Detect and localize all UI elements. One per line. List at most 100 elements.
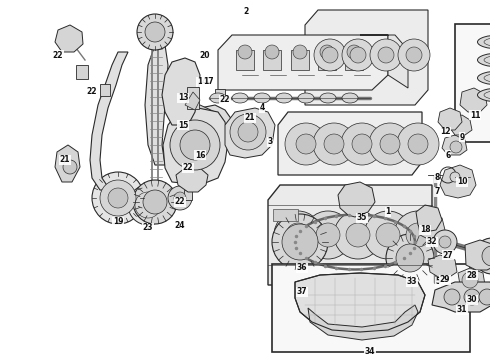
Text: 30: 30 <box>467 296 477 305</box>
Text: 13: 13 <box>178 94 188 103</box>
Circle shape <box>347 45 361 59</box>
Ellipse shape <box>298 93 314 103</box>
Circle shape <box>282 224 318 260</box>
Polygon shape <box>162 58 200 125</box>
Circle shape <box>464 289 480 305</box>
Polygon shape <box>416 205 442 232</box>
Bar <box>455 24 490 142</box>
Circle shape <box>128 185 168 225</box>
Text: 37: 37 <box>296 288 307 297</box>
Polygon shape <box>185 105 215 130</box>
Circle shape <box>322 47 338 63</box>
Polygon shape <box>185 105 232 162</box>
Circle shape <box>444 289 460 305</box>
Polygon shape <box>176 168 208 192</box>
Ellipse shape <box>477 53 490 67</box>
Circle shape <box>230 114 266 150</box>
Ellipse shape <box>276 93 292 103</box>
Bar <box>100 84 110 96</box>
Circle shape <box>274 211 322 259</box>
Bar <box>187 155 197 165</box>
Circle shape <box>100 180 136 216</box>
Bar <box>318 50 336 70</box>
Circle shape <box>406 223 430 247</box>
Polygon shape <box>440 165 476 198</box>
Circle shape <box>341 123 383 165</box>
Polygon shape <box>163 108 228 185</box>
Ellipse shape <box>232 93 248 103</box>
Ellipse shape <box>477 35 490 49</box>
Circle shape <box>439 236 451 248</box>
Circle shape <box>479 289 490 305</box>
Polygon shape <box>55 145 80 182</box>
Circle shape <box>170 120 220 170</box>
Circle shape <box>396 244 424 272</box>
Circle shape <box>352 134 372 154</box>
Circle shape <box>293 45 307 59</box>
Polygon shape <box>90 52 128 190</box>
Bar <box>76 65 88 79</box>
Circle shape <box>350 47 366 63</box>
Bar <box>272 209 297 221</box>
Text: 1: 1 <box>385 207 391 216</box>
Text: 32: 32 <box>427 238 437 247</box>
Circle shape <box>378 47 394 63</box>
Polygon shape <box>145 45 168 165</box>
Bar <box>187 87 199 109</box>
Text: 36: 36 <box>297 264 307 273</box>
Ellipse shape <box>210 93 226 103</box>
Text: 5: 5 <box>436 278 441 287</box>
Polygon shape <box>185 92 200 110</box>
Polygon shape <box>295 273 425 332</box>
Text: 7: 7 <box>434 188 440 197</box>
Text: 10: 10 <box>457 177 467 186</box>
Ellipse shape <box>342 93 358 103</box>
Circle shape <box>286 223 310 247</box>
Circle shape <box>450 141 462 153</box>
Polygon shape <box>458 268 485 292</box>
Circle shape <box>474 238 490 274</box>
Text: 19: 19 <box>113 217 123 226</box>
Polygon shape <box>465 240 490 270</box>
Circle shape <box>143 190 167 214</box>
Text: 22: 22 <box>53 50 63 59</box>
Bar <box>263 50 281 70</box>
Circle shape <box>386 234 434 282</box>
Circle shape <box>133 180 177 224</box>
Circle shape <box>398 39 430 71</box>
Text: 29: 29 <box>440 275 450 284</box>
Text: 21: 21 <box>60 156 70 165</box>
Text: 24: 24 <box>175 220 185 230</box>
Circle shape <box>92 172 144 224</box>
Circle shape <box>180 130 210 160</box>
Polygon shape <box>55 25 83 52</box>
Circle shape <box>304 211 352 259</box>
Circle shape <box>433 230 457 254</box>
Polygon shape <box>225 108 275 158</box>
Circle shape <box>265 45 279 59</box>
Polygon shape <box>438 108 462 130</box>
Polygon shape <box>360 35 408 88</box>
Circle shape <box>313 123 355 165</box>
Circle shape <box>376 223 400 247</box>
Circle shape <box>320 45 334 59</box>
Text: 8: 8 <box>434 174 440 183</box>
Circle shape <box>397 123 439 165</box>
Circle shape <box>238 122 258 142</box>
Circle shape <box>450 172 460 182</box>
Circle shape <box>342 39 374 71</box>
Text: 20: 20 <box>200 50 210 59</box>
Text: 21: 21 <box>245 113 255 122</box>
Circle shape <box>296 134 316 154</box>
Text: 4: 4 <box>259 104 265 112</box>
Circle shape <box>63 160 77 174</box>
Bar <box>272 264 470 352</box>
Text: 15: 15 <box>178 121 188 130</box>
Text: 2: 2 <box>244 8 248 17</box>
Circle shape <box>334 211 382 259</box>
Bar <box>215 89 225 101</box>
Text: 11: 11 <box>470 111 480 120</box>
Text: 3: 3 <box>268 138 272 147</box>
Text: 22: 22 <box>87 87 97 96</box>
Circle shape <box>462 272 478 288</box>
